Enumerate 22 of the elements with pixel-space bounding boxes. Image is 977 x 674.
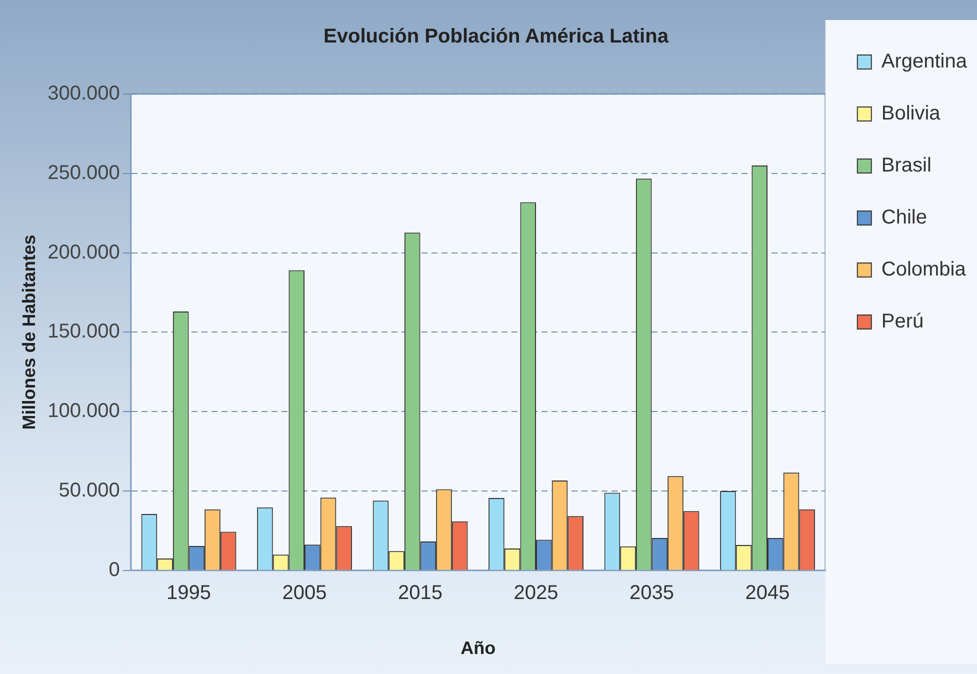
x-tick-label: 2005 bbox=[282, 582, 327, 604]
y-tick-label: 200.000 bbox=[48, 241, 120, 264]
legend-label: Chile bbox=[881, 206, 927, 229]
y-tick-label: 150.000 bbox=[48, 320, 120, 343]
legend-label: Colombia bbox=[881, 258, 967, 281]
chart-title: Evolución Población América Latina bbox=[324, 26, 670, 48]
legend-label: Perú bbox=[881, 310, 924, 333]
x-tick-label: 1995 bbox=[166, 582, 212, 604]
y-axis-title: Millones de Habitantes bbox=[18, 234, 39, 430]
y-tick-label: 250.000 bbox=[48, 162, 120, 184]
legend-label: Brasil bbox=[881, 154, 932, 177]
x-tick-label: 2045 bbox=[745, 582, 790, 604]
y-tick-label: 100.000 bbox=[48, 400, 120, 422]
y-tick-label: 300.000 bbox=[48, 82, 120, 105]
y-tick-label: 0 bbox=[108, 558, 120, 581]
x-tick-label: 2025 bbox=[514, 582, 558, 604]
legend-label: Argentina bbox=[881, 50, 968, 73]
y-tick-label: 50.000 bbox=[58, 480, 120, 502]
x-tick-label: 2035 bbox=[630, 582, 674, 604]
legend-label: Bolivia bbox=[881, 102, 942, 125]
x-axis-title: Año bbox=[460, 638, 496, 658]
x-tick-label: 2015 bbox=[398, 582, 443, 604]
